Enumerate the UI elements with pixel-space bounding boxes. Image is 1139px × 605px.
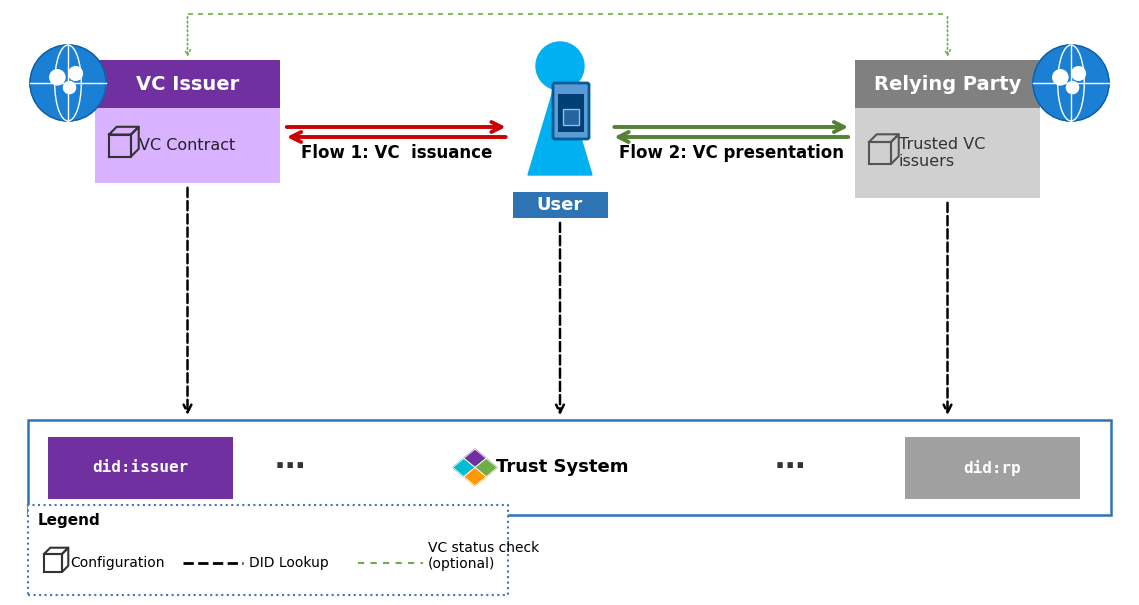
Text: VC status check
(optional): VC status check (optional) — [428, 541, 539, 571]
Polygon shape — [528, 88, 592, 175]
Polygon shape — [453, 459, 475, 477]
Text: User: User — [536, 196, 583, 214]
FancyBboxPatch shape — [95, 108, 280, 183]
Text: ⋯: ⋯ — [274, 453, 305, 482]
Circle shape — [68, 67, 82, 80]
Circle shape — [30, 45, 106, 121]
Circle shape — [50, 70, 65, 85]
Circle shape — [1072, 67, 1085, 80]
Circle shape — [536, 42, 584, 90]
Polygon shape — [464, 468, 486, 486]
FancyBboxPatch shape — [48, 436, 233, 499]
Text: Flow 1: VC  issuance: Flow 1: VC issuance — [301, 144, 492, 162]
Text: VC Issuer: VC Issuer — [136, 74, 239, 94]
Circle shape — [1033, 45, 1109, 121]
Polygon shape — [475, 459, 497, 477]
FancyBboxPatch shape — [28, 505, 508, 595]
Text: Trusted VC
issuers: Trusted VC issuers — [899, 137, 985, 169]
Text: did:issuer: did:issuer — [92, 460, 189, 475]
Text: Flow 2: VC presentation: Flow 2: VC presentation — [618, 144, 844, 162]
Circle shape — [1052, 70, 1068, 85]
FancyBboxPatch shape — [855, 108, 1040, 198]
Text: Configuration: Configuration — [69, 556, 164, 570]
Text: DID Lookup: DID Lookup — [249, 556, 329, 570]
Polygon shape — [464, 450, 486, 468]
Text: Trust System: Trust System — [495, 459, 629, 477]
FancyBboxPatch shape — [563, 109, 579, 125]
FancyBboxPatch shape — [554, 83, 589, 139]
FancyBboxPatch shape — [906, 436, 1080, 499]
Text: Relying Party: Relying Party — [874, 74, 1022, 94]
FancyBboxPatch shape — [95, 60, 280, 108]
Text: did:rp: did:rp — [964, 460, 1022, 476]
Circle shape — [1066, 82, 1079, 94]
Text: Legend: Legend — [38, 513, 100, 528]
Circle shape — [64, 82, 75, 94]
FancyBboxPatch shape — [558, 94, 584, 132]
FancyBboxPatch shape — [855, 60, 1040, 108]
Text: ⋯: ⋯ — [775, 453, 805, 482]
FancyBboxPatch shape — [513, 192, 607, 218]
FancyBboxPatch shape — [28, 420, 1111, 515]
Text: VC Contract: VC Contract — [139, 138, 236, 153]
